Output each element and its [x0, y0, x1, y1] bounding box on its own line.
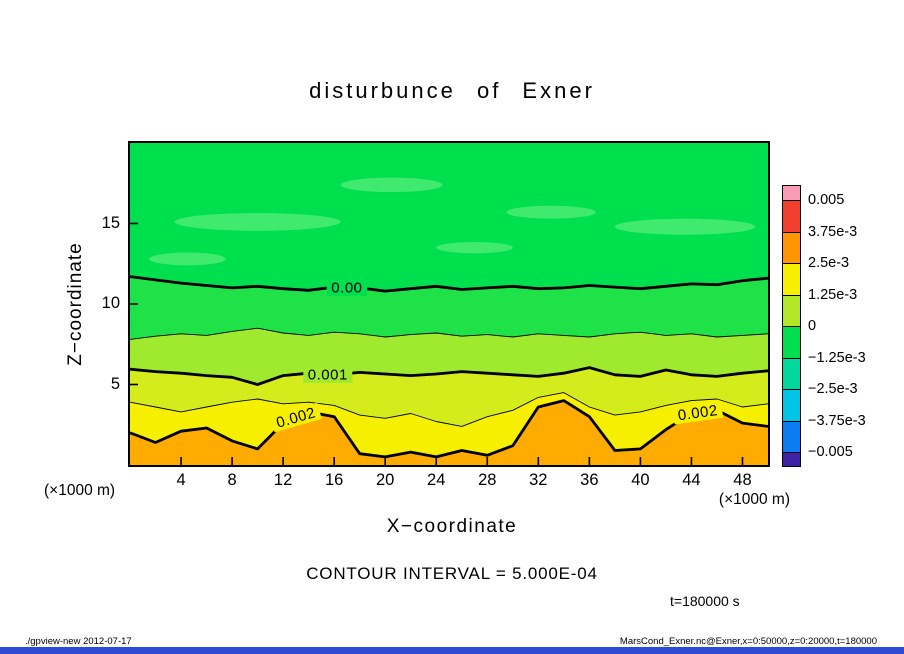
footer-command: ./gpview-new 2012-07-17 [25, 636, 132, 647]
time-note: t=180000 s [670, 593, 740, 609]
contour-label-bg [672, 400, 724, 425]
colorbar-tick-label: 0.005 [808, 192, 845, 208]
x-tick-label: 40 [631, 471, 650, 489]
x-tick-label: 32 [529, 471, 548, 489]
x-tick-label: 44 [682, 471, 701, 489]
contour-label-bg [270, 402, 322, 433]
field-patch [506, 205, 596, 219]
colorbar-segment [783, 389, 800, 421]
x-tick-label: 16 [324, 471, 344, 489]
colorbar-segment [783, 357, 800, 389]
contour-line [130, 275, 768, 293]
contour-interval-note: CONTOUR INTERVAL = 5.000E-04 [306, 564, 598, 583]
y-axis-unit: (×1000 m) [44, 482, 116, 499]
colorbar-segment [783, 294, 800, 326]
colorbar-tick-label: −3.75e-3 [808, 412, 866, 429]
colorbar-tick-label: 3.75e-3 [808, 223, 858, 240]
field-patch [340, 177, 443, 193]
x-tick-label: 24 [427, 471, 446, 489]
colorbar-tick-label: 2.5e-3 [808, 255, 850, 271]
colorbar-segment [783, 263, 800, 295]
contour-label-bg [326, 279, 368, 296]
x-tick-label: 20 [376, 471, 395, 489]
contour-line [130, 327, 768, 340]
colorbar-tick-label: −1.25e-3 [808, 349, 866, 366]
field-patch [614, 218, 756, 235]
x-tick-label: 48 [733, 471, 752, 489]
contour-label-bg [303, 365, 353, 383]
x-tick-label: 8 [227, 471, 237, 489]
contour-label: 0.00 [326, 279, 368, 297]
fill-band [130, 400, 768, 465]
colorbar-tick-label: −0.005 [808, 444, 853, 460]
contour-label-text: 0.00 [331, 280, 362, 297]
colorbar-segment [783, 186, 800, 200]
field-patch [436, 242, 513, 254]
colorbar-tick-label: 0 [808, 318, 817, 334]
x-axis-unit: (×1000 m) [718, 491, 790, 508]
colorbar-tick-label: 1.25e-3 [808, 286, 858, 303]
contour-line [130, 392, 768, 427]
contour-label-text: 0.001 [308, 366, 348, 383]
field-patch [174, 213, 341, 231]
colorbar-segment [783, 200, 800, 232]
y-tick-label: 15 [101, 213, 120, 232]
contour-line [130, 366, 768, 386]
contour-line [130, 399, 768, 459]
contour-label-text: 0.002 [677, 402, 719, 424]
y-tick-label: 10 [101, 294, 120, 312]
colorbar-segment [783, 231, 800, 263]
x-tick-label: 36 [580, 471, 599, 489]
window-bottom-strip [0, 647, 904, 654]
colorbar-segment [783, 452, 800, 466]
chart-title: disturbunce of Exner [309, 78, 595, 103]
colorbar-segment [783, 326, 800, 358]
colorbar-tick-label: −2.5e-3 [808, 381, 858, 397]
contour-label: 0.001 [303, 365, 353, 383]
y-tick-label: 5 [110, 374, 120, 393]
x-axis-label: X−coordinate [386, 516, 518, 537]
plot-area: 0.00 0.001 0.002 0.002 [128, 141, 770, 467]
field-patch [149, 252, 226, 266]
x-tick-label: 12 [273, 471, 293, 489]
x-tick-label: 4 [176, 471, 186, 489]
footer-dataset: MarsCond_Exner.nc@Exner,x=0:50000,z=0:20… [619, 636, 877, 647]
colorbar-segment [783, 420, 800, 452]
contour-label: 0.002 [672, 400, 724, 425]
x-tick-label: 28 [478, 471, 497, 489]
